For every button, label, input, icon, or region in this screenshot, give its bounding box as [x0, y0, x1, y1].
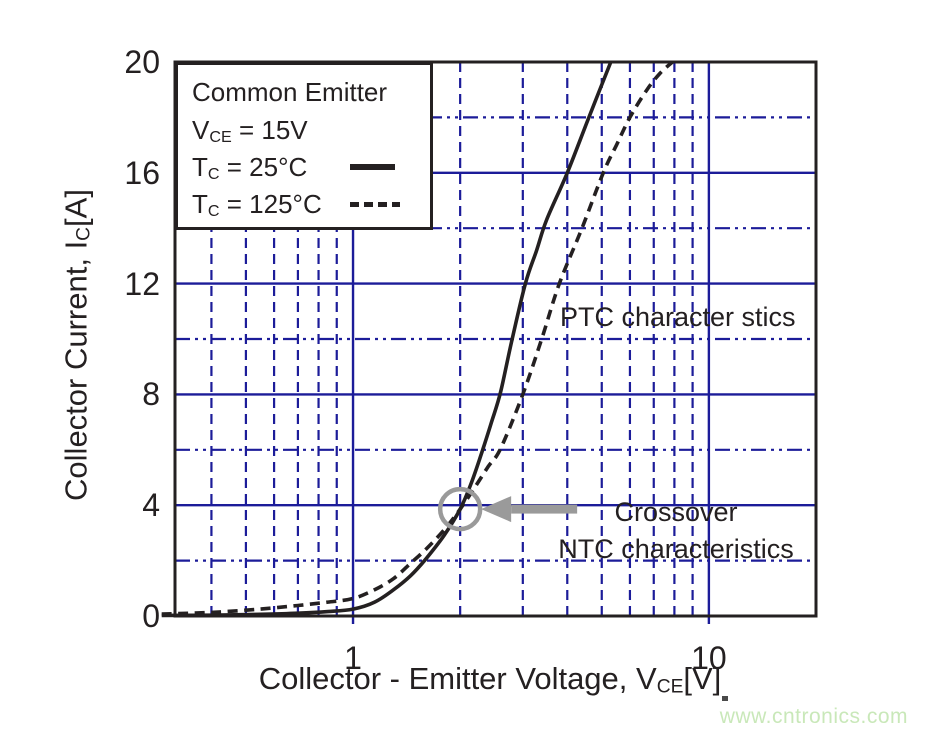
- y-tick-label-16: 16: [124, 154, 160, 191]
- x-tick-label-10: 10: [691, 640, 727, 676]
- y-tick-label-4: 4: [142, 487, 160, 524]
- plot-border: [173, 60, 818, 618]
- y-tick-label-8: 8: [142, 376, 160, 413]
- y-tick-label-12: 12: [124, 265, 160, 302]
- legend-125c-subscript: C: [207, 201, 220, 220]
- y-axis-title-unit: [A]: [58, 189, 94, 227]
- x-axis-title-unit: [V]: [683, 661, 722, 696]
- legend-vce-symbol: V: [192, 115, 210, 145]
- legend-entry-25c: TC = 25°C: [192, 152, 307, 189]
- x-axis-title: Collector - Emitter Voltage, VCE[V]: [160, 661, 820, 698]
- ntc-characteristics-label: NTC characteristics: [558, 534, 794, 564]
- y-axis-title: Collector Current, IC[A]: [58, 189, 95, 501]
- legend-25c-symbol: T: [192, 152, 208, 182]
- y-axis-title-subscript: C: [73, 226, 95, 241]
- legend-dashed-line-sample: [350, 202, 400, 207]
- legend-box: Common Emitter VCE = 15V TC = 25°C TC = …: [175, 62, 433, 230]
- y-tick-label-20: 20: [124, 44, 160, 80]
- legend-25c-subscript: C: [207, 164, 220, 183]
- artifact-dot: [722, 696, 728, 701]
- legend-vce-condition: VCE = 15V: [192, 115, 308, 152]
- legend-title: Common Emitter: [192, 77, 388, 107]
- legend-vce-subscript: CE: [209, 127, 232, 146]
- legend-solid-line-sample: [350, 164, 395, 170]
- legend-125c-symbol: T: [192, 189, 208, 219]
- crossover-arrow-shaft: [511, 504, 578, 514]
- legend-25c-value: = 25°C: [219, 152, 308, 182]
- crossover-arrow-head: [481, 496, 512, 523]
- x-tick-label-1: 1: [344, 640, 362, 676]
- watermark: www.cntronics.com: [719, 705, 908, 728]
- y-tick-label-0: 0: [142, 598, 160, 634]
- x-axis-title-subscript: CE: [656, 676, 684, 698]
- ptc-characteristics-label: PTC character stics: [560, 302, 796, 332]
- legend-125c-value: = 125°C: [219, 189, 322, 219]
- crossover-circle-marker: [437, 486, 483, 532]
- legend-vce-value: = 15V: [231, 115, 308, 145]
- legend-entry-125c: TC = 125°C: [192, 189, 322, 226]
- curve-125c-dashed: [161, 60, 674, 616]
- x-axis-title-text: Collector - Emitter Voltage, V: [258, 661, 657, 696]
- crossover-label: Crossover: [614, 497, 738, 527]
